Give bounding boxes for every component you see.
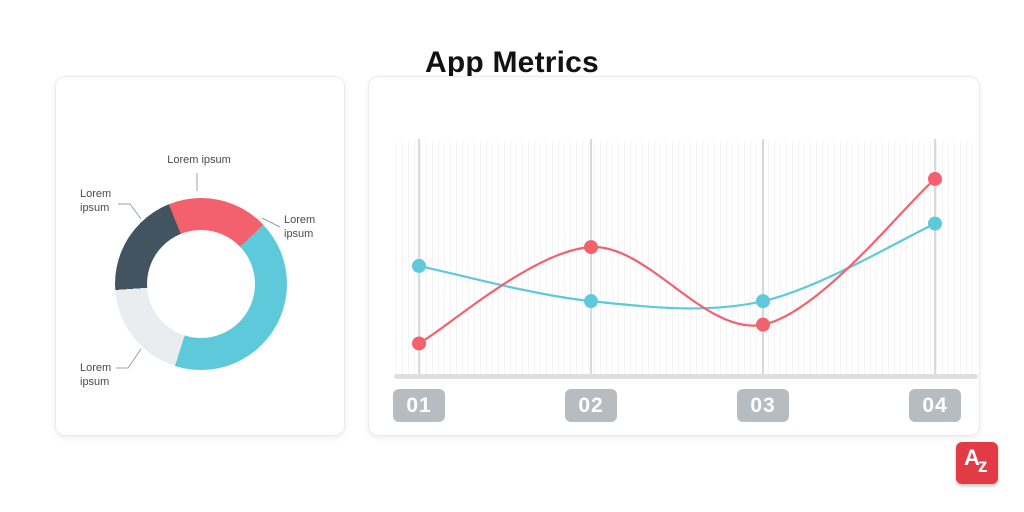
logo-letter-a: A xyxy=(964,445,980,470)
donut-chart xyxy=(115,198,287,370)
series-red-point-02 xyxy=(584,240,598,255)
series-cyan-line xyxy=(418,222,936,310)
series-red-point-04 xyxy=(928,171,942,186)
donut-hole xyxy=(147,230,255,338)
series-red-point-03 xyxy=(756,317,770,332)
donut-label-right: Lorem ipsum xyxy=(284,214,316,241)
x-tick-badge-2: 02 xyxy=(565,389,617,422)
series-cyan-point-03 xyxy=(756,294,770,309)
x-tick-badge-1: 01 xyxy=(393,389,445,422)
x-axis xyxy=(394,374,978,379)
series-cyan-point-04 xyxy=(928,216,942,231)
line-chart-card: 01 02 03 04 xyxy=(368,76,980,436)
page-title: App Metrics xyxy=(425,46,599,80)
az-logo: A z xyxy=(956,442,998,484)
donut-card: Lorem ipsum Lorem ipsum Lorem ipsum Lore… xyxy=(55,76,345,436)
series-red-point-01 xyxy=(412,336,426,351)
donut-label-bottom: Lorem ipsum xyxy=(80,362,112,389)
series-red-line xyxy=(418,178,936,345)
donut-label-left: Lorem ipsum xyxy=(80,188,112,215)
series-cyan-point-01 xyxy=(412,258,426,273)
x-tick-badge-3: 03 xyxy=(737,389,789,422)
plot-background xyxy=(396,141,974,374)
x-tick-badge-4: 04 xyxy=(909,389,961,422)
line-chart-svg xyxy=(412,139,942,374)
logo-letter-z: z xyxy=(978,456,988,477)
series-cyan-point-02 xyxy=(584,294,598,309)
donut-label-top: Lorem ipsum xyxy=(167,154,231,166)
